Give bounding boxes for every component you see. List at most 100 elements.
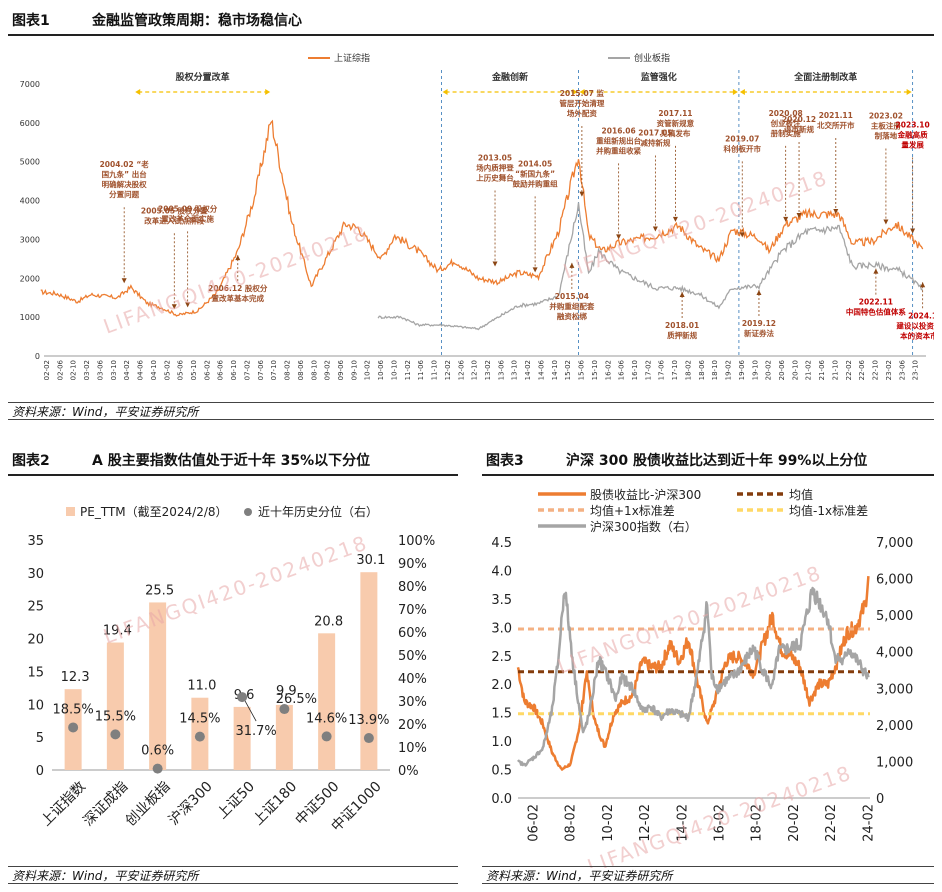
percentile-dot [68, 722, 79, 733]
x-tick-label: 21-02 [805, 360, 813, 380]
annotation-text-line: 主板注册 [871, 121, 901, 131]
annotation-arrow-head [739, 232, 745, 238]
figure-2: 图表2 A 股主要指数估值处于近十年 35%以下分位 PE_TTM（截至2024/… [8, 448, 458, 888]
annotation-text-line: 场内质押登 [476, 163, 514, 173]
annotation-text-line: 中国特色估值体系 [846, 307, 906, 317]
y-left-tick-label: 0 [36, 764, 44, 779]
x-tick-label: 16-10 [631, 360, 639, 380]
percentile-value-label: 13.9% [348, 713, 389, 728]
annotation-text-line: 2015.07 监 [560, 88, 605, 98]
annotation-text-line: 2005.09 股权分 [158, 203, 218, 213]
y-left-tick-label: 35 [27, 534, 44, 549]
y-tick-label: 4000 [20, 197, 40, 206]
phase-arrow-head-left [739, 89, 745, 95]
y-right-tick-label: 4,000 [876, 646, 913, 661]
y-left-tick-label: 30 [27, 567, 44, 582]
x-tick-label: 24-02 [861, 804, 876, 842]
legend-swatch-dot [244, 508, 252, 516]
x-tick-label: 13-10 [511, 360, 519, 380]
y-right-tick-label: 90% [398, 557, 427, 572]
x-tick-label: 02-02 [43, 360, 51, 380]
x-tick-label: 09-10 [350, 360, 358, 380]
x-tick-label: 19-10 [751, 360, 759, 380]
y-left-tick-label: 1.0 [491, 735, 512, 750]
annotation-text-line: “新国九条” [515, 168, 555, 178]
annotation-text: 2004.02 “老国九条” 出台明确解决股权分置问题 [100, 159, 150, 199]
annotation-arrow-head [883, 219, 889, 225]
x-tick-label: 11-10 [431, 360, 439, 380]
figure-2-title-bar: 图表2 A 股主要指数估值处于近十年 35%以下分位 [8, 448, 458, 476]
annotation-text-line: 退市新规 [784, 124, 814, 134]
annotation-text-line: 减持新规 [640, 138, 670, 148]
x-tick-label: 06-10 [230, 360, 238, 380]
percentile-dot [321, 731, 332, 742]
legend-label: 均值 [789, 487, 813, 502]
x-tick-label: 23-02 [885, 360, 893, 380]
annotation-text: 2020.12 退市新规 [782, 115, 816, 134]
annotation-text-line: 场外配资 [567, 108, 597, 118]
annotation-text-line: 新证券法 [744, 328, 774, 338]
label-leader-line [244, 700, 257, 722]
annotation-text: 2019.07 科创板开市 [724, 134, 762, 153]
y-left-tick-label: 3.0 [491, 621, 512, 636]
annotation-arrow-head [833, 209, 839, 215]
figure-1: 图表1 金融监管政策周期：稳市场稳信心 7000 6000 5000 4000 3000 2… [8, 8, 934, 422]
annotation-text-line: 2020.08 [769, 109, 803, 118]
phase-arrow-head-right [572, 89, 578, 95]
annotation-arrow-head [492, 261, 498, 267]
y-right-tick-label: 30% [398, 695, 427, 710]
figure-2-source: 资料来源：Wind，平安证券研究所 [8, 866, 458, 884]
x-tick-label: 03-10 [110, 360, 118, 380]
annotation-text: 2023.10 金融高质量发展 [896, 120, 930, 149]
x-tick-label: 14-02 [524, 360, 532, 380]
x-tick-label: 05-10 [190, 360, 198, 380]
x-tick-label: 16-02 [604, 360, 612, 380]
x-tick-label: 14-10 [551, 360, 559, 380]
y-left-tick-label: 3.5 [491, 593, 512, 608]
x-tick-label: 04-10 [150, 360, 158, 380]
y-right-tick-label: 20% [398, 718, 427, 733]
annotation-text-line: 2019.07 [725, 134, 759, 143]
percentile-dot [237, 692, 248, 703]
y-right-tick-label: 6,000 [876, 573, 913, 588]
x-tick-label: 22-02 [845, 360, 853, 380]
legend-label: 近十年历史分位（右） [258, 504, 378, 519]
percentile-dot [363, 733, 374, 744]
x-tick-label: 15-10 [591, 360, 599, 380]
y-right-tick-label: 80% [398, 580, 427, 595]
x-tick-label: 08-02 [564, 804, 579, 842]
x-tick-label: 10-10 [390, 360, 398, 380]
x-tick-label: 07-06 [257, 359, 265, 380]
annotation-text: 2015.07 监管层开始清理场外配资 [559, 88, 604, 118]
percentile-dot [152, 763, 163, 774]
pe-value-label: 11.0 [187, 679, 216, 694]
watermark-text: LIFANGQI420-20240218 [584, 760, 855, 868]
annotation-text: 2022.11 中国特色估值体系 [846, 298, 906, 317]
annotation-text: 2005.05 股权分置改革进入试点阶段 [141, 205, 208, 225]
x-tick-label: 20-06 [778, 359, 786, 380]
annotation-text: 2021.11 北交所开市 [817, 111, 855, 130]
annotation-text-line: 建设以投资者为 [895, 320, 934, 330]
annotation-text-line: 质押新规 [667, 330, 697, 340]
x-tick-label: 08-06 [297, 359, 305, 380]
y-left-tick-label: 25 [27, 600, 44, 615]
phase-label: 金融创新 [491, 71, 528, 83]
annotation-text: 2006.12 股权分置改革基本完成 [208, 283, 268, 303]
y-tick-label: 2000 [20, 274, 40, 283]
phase-arrow-head-right [732, 89, 738, 95]
x-tick-label: 06-02 [203, 360, 211, 380]
x-category-label: 上证180 [250, 779, 300, 829]
x-tick-label: 11-06 [417, 359, 425, 380]
annotation-text-line: 2023.02 [869, 112, 903, 121]
x-tick-label: 06-06 [217, 359, 225, 380]
annotation-text-line: 北交所开市 [817, 120, 855, 130]
y-right-tick-label: 10% [398, 741, 427, 756]
annotation-text-line: 国九条” 出台 [102, 169, 148, 179]
y-left-tick-label: 2.5 [491, 650, 512, 665]
x-tick-label: 12-06 [457, 359, 465, 380]
percentile-value-label: 26.5% [276, 692, 317, 707]
percentile-value-label: 14.6% [306, 711, 347, 726]
annotation-arrow-head [783, 216, 789, 222]
x-category-label: 深证成指 [80, 779, 131, 830]
figure-1-number: 图表1 [12, 13, 50, 29]
